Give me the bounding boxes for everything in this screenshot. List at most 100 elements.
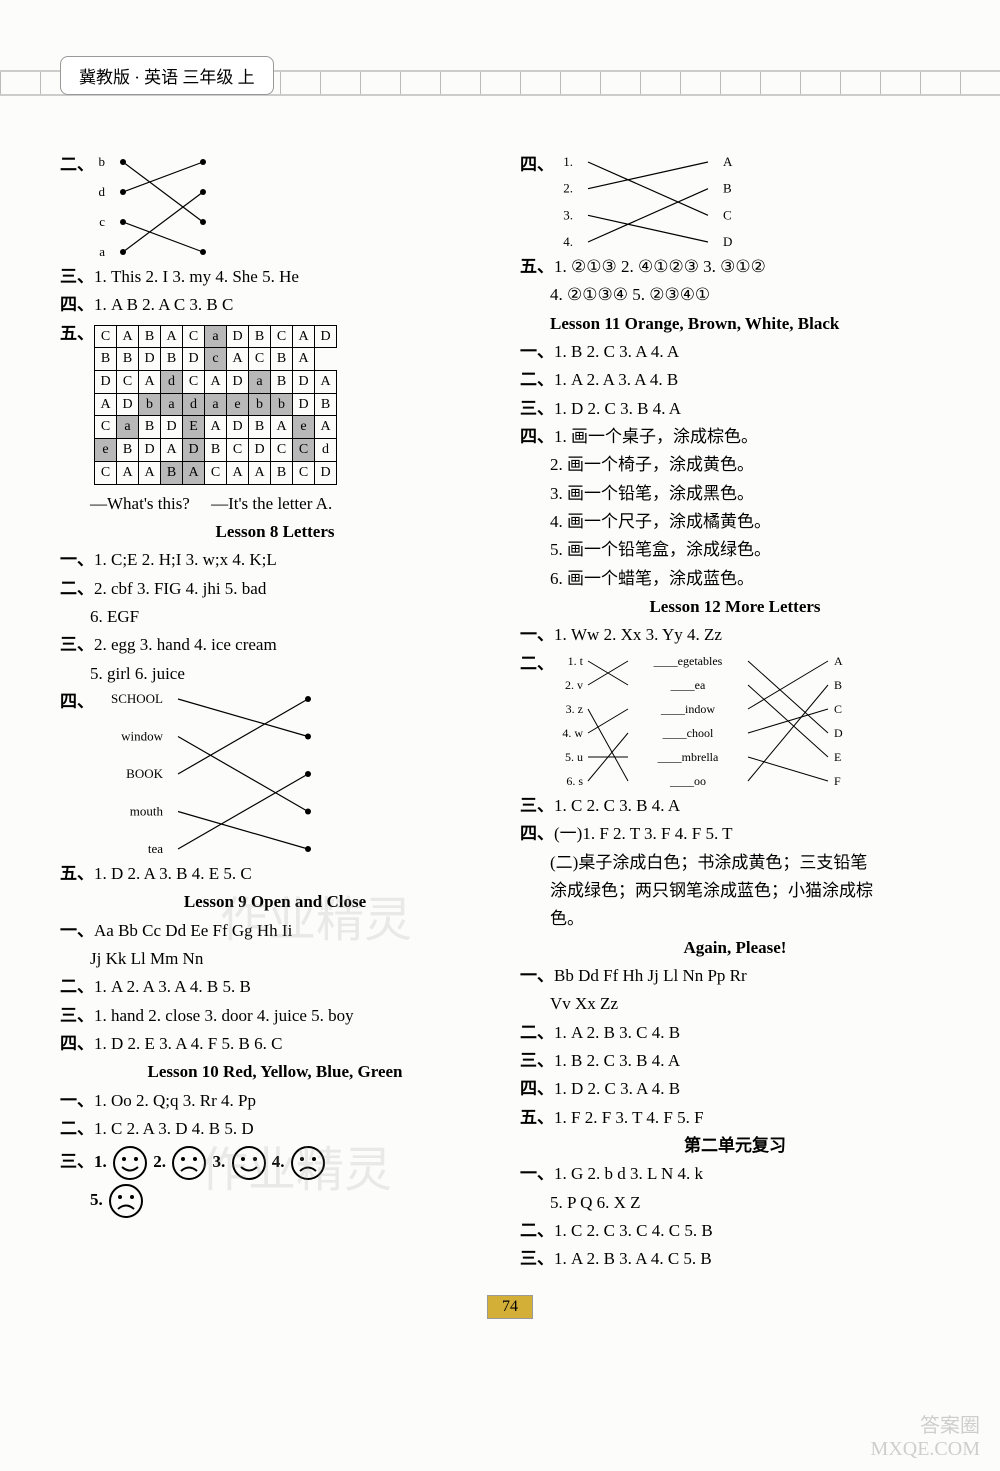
ag-r1a: 一、Bb Dd Ff Hh Jj Ll Nn Pp Rr bbox=[520, 963, 950, 989]
svg-text:5. u: 5. u bbox=[565, 750, 583, 764]
lesson12-title: Lesson 12 More Letters bbox=[520, 594, 950, 620]
page: 冀教版 · 英语 三年级 上 二、 bdca 三、1. This 2. I 3.… bbox=[0, 0, 1000, 1471]
l12-r4b3: 色。 bbox=[550, 906, 950, 932]
svg-text:A: A bbox=[723, 154, 733, 169]
svg-text:1.: 1. bbox=[564, 154, 574, 169]
svg-text:c: c bbox=[99, 214, 105, 229]
svg-text:A: A bbox=[834, 654, 843, 668]
l8-r2a: 二、2. cbf 3. FIG 4. jhi 5. bad bbox=[60, 576, 490, 602]
svg-text:1. t: 1. t bbox=[568, 654, 584, 668]
l11-r4-6: 6. 画一个蜡笔，涂成蓝色。 bbox=[550, 566, 950, 592]
caption-a: —It's the letter A. bbox=[211, 494, 332, 513]
left-column: 二、 bdca 三、1. This 2. I 3. my 4. She 5. H… bbox=[60, 150, 490, 1275]
l8-label4: 四、 bbox=[60, 692, 94, 711]
l12-match2: 二、 1. t2. v3. z4. w5. u6. s____egetables… bbox=[520, 651, 950, 791]
happy-face-icon bbox=[111, 1144, 149, 1182]
header-tab: 冀教版 · 英语 三年级 上 bbox=[60, 56, 274, 95]
page-number-value: 74 bbox=[487, 1295, 533, 1319]
l11-r4-5: 5. 画一个铅笔盒，涂成绿色。 bbox=[550, 537, 950, 563]
svg-text:6. s: 6. s bbox=[567, 774, 584, 788]
l12-r4b2: 涂成绿色；两只钢笔涂成蓝色；小猫涂成棕 bbox=[550, 878, 950, 904]
site-watermark: 答案圈 MXQE.COM bbox=[871, 1409, 980, 1461]
lesson10-title: Lesson 10 Red, Yellow, Blue, Green bbox=[60, 1059, 490, 1085]
sad-face-icon bbox=[107, 1182, 145, 1220]
page-number: 74 bbox=[60, 1295, 960, 1319]
row-3: 三、1. This 2. I 3. my 4. She 5. He bbox=[60, 264, 490, 290]
svg-text:window: window bbox=[121, 728, 164, 743]
again-title: Again, Please! bbox=[520, 935, 950, 961]
svg-text:a: a bbox=[99, 244, 105, 259]
label-5: 五、 bbox=[60, 321, 94, 347]
l12-r4b1: (二)桌子涂成白色；书涂成黄色；三支铅笔 bbox=[550, 850, 950, 876]
svg-text:____indow: ____indow bbox=[660, 702, 715, 716]
row-4: 四、1. A B 2. A C 3. B C bbox=[60, 292, 490, 318]
l8-match-diagram: SCHOOLwindowBOOKmouthtea bbox=[98, 689, 328, 859]
content-columns: 二、 bdca 三、1. This 2. I 3. my 4. She 5. H… bbox=[60, 150, 960, 1275]
svg-text:E: E bbox=[834, 750, 841, 764]
site-wm-1: 答案圈 bbox=[871, 1409, 980, 1438]
l10-faces: 三、1. 2. 3. 4. 5. bbox=[60, 1144, 490, 1220]
l8-r3a: 三、2. egg 3. hand 4. ice cream bbox=[60, 632, 490, 658]
l8-r1: 一、1. C;E 2. H;I 3. w;x 4. K;L bbox=[60, 547, 490, 573]
ag-r3: 三、1. B 2. C 3. B 4. A bbox=[520, 1048, 950, 1074]
l12-r3: 三、1. C 2. C 3. B 4. A bbox=[520, 793, 950, 819]
u2-r1a: 一、1. G 2. b d 3. L N 4. k bbox=[520, 1161, 950, 1187]
svg-text:D: D bbox=[834, 726, 843, 740]
ag-r4: 四、1. D 2. C 3. A 4. B bbox=[520, 1076, 950, 1102]
l11-r3: 三、1. D 2. C 3. B 4. A bbox=[520, 396, 950, 422]
l12-r1: 一、1. Ww 2. Xx 3. Yy 4. Zz bbox=[520, 622, 950, 648]
unit2-title: 第二单元复习 bbox=[520, 1133, 950, 1159]
happy-face-icon bbox=[230, 1144, 268, 1182]
l8-r2b: 6. EGF bbox=[90, 604, 490, 630]
svg-text:BOOK: BOOK bbox=[126, 766, 163, 781]
r-match4: 四、 1.2.3.4.ABCD bbox=[520, 152, 950, 252]
svg-text:C: C bbox=[723, 207, 732, 222]
ag-r2: 二、1. A 2. B 3. C 4. B bbox=[520, 1020, 950, 1046]
l9-r1b: Jj Kk Ll Mm Nn bbox=[90, 946, 490, 972]
l10-r2: 二、1. C 2. A 3. D 4. B 5. D bbox=[60, 1116, 490, 1142]
l11-r4-4: 4. 画一个尺子，涂成橘黄色。 bbox=[550, 509, 950, 535]
ag-r5: 五、1. F 2. F 3. T 4. F 5. F bbox=[520, 1105, 950, 1131]
svg-text:B: B bbox=[834, 678, 842, 692]
l12-r4a: 四、(一)1. F 2. T 3. F 4. F 5. T bbox=[520, 821, 950, 847]
ag-r1b: Vv Xx Zz bbox=[550, 991, 950, 1017]
l10-r1: 一、1. Oo 2. Q;q 3. Rr 4. Pp bbox=[60, 1088, 490, 1114]
svg-text:____oo: ____oo bbox=[669, 774, 706, 788]
svg-text:tea: tea bbox=[148, 841, 163, 856]
grid-caption: —What's this? —It's the letter A. bbox=[90, 491, 490, 517]
right-column: 四、 1.2.3.4.ABCD 五、1. ②①③ 2. ④①②③ 3. ③①② … bbox=[520, 150, 950, 1275]
u2-r1b: 5. P Q 6. X Z bbox=[550, 1190, 950, 1216]
svg-text:B: B bbox=[723, 181, 732, 196]
svg-text:2. v: 2. v bbox=[565, 678, 583, 692]
lesson8-title: Lesson 8 Letters bbox=[60, 519, 490, 545]
svg-text:____mbrella: ____mbrella bbox=[657, 750, 719, 764]
u2-r2: 二、1. C 2. C 3. C 4. C 5. B bbox=[520, 1218, 950, 1244]
l8-r3b: 5. girl 6. juice bbox=[90, 661, 490, 687]
svg-text:D: D bbox=[723, 234, 732, 249]
l11-r4-2: 2. 画一个椅子，涂成黄色。 bbox=[550, 452, 950, 478]
svg-text:____chool: ____chool bbox=[662, 726, 714, 740]
svg-text:____egetables: ____egetables bbox=[653, 654, 723, 668]
r-match-diagram: 1.2.3.4.ABCD bbox=[558, 152, 738, 252]
r-r5b: 4. ②①③④ 5. ②③④① bbox=[550, 282, 950, 308]
l8-r5: 五、1. D 2. A 3. B 4. E 5. C bbox=[60, 861, 490, 887]
l12-match-diagram: 1. t2. v3. z4. w5. u6. s____egetables___… bbox=[558, 651, 858, 791]
r-label4: 四、 bbox=[520, 155, 554, 174]
sad-face-icon bbox=[170, 1144, 208, 1182]
sec-2-match: 二、 bdca bbox=[60, 152, 490, 262]
l9-r2: 二、1. A 2. A 3. A 4. B 5. B bbox=[60, 974, 490, 1000]
lesson11-title: Lesson 11 Orange, Brown, White, Black bbox=[550, 311, 950, 337]
svg-text:3.: 3. bbox=[564, 207, 574, 222]
l11-r1: 一、1. B 2. C 3. A 4. A bbox=[520, 339, 950, 365]
svg-text:mouth: mouth bbox=[130, 803, 164, 818]
lesson9-title: Lesson 9 Open and Close bbox=[60, 889, 490, 915]
letter-grid: CABACaDBCADBBDBDcACBADCAdCADaBDAADbadaeb… bbox=[94, 325, 337, 485]
l11-r4-3: 3. 画一个铅笔，涂成黑色。 bbox=[550, 481, 950, 507]
svg-text:d: d bbox=[99, 184, 106, 199]
svg-text:C: C bbox=[834, 702, 842, 716]
caption-q: —What's this? bbox=[90, 494, 190, 513]
label-2: 二、 bbox=[60, 155, 94, 174]
l9-r3: 三、1. hand 2. close 3. door 4. juice 5. b… bbox=[60, 1003, 490, 1029]
svg-text:2.: 2. bbox=[564, 181, 574, 196]
svg-text:____ea: ____ea bbox=[670, 678, 706, 692]
